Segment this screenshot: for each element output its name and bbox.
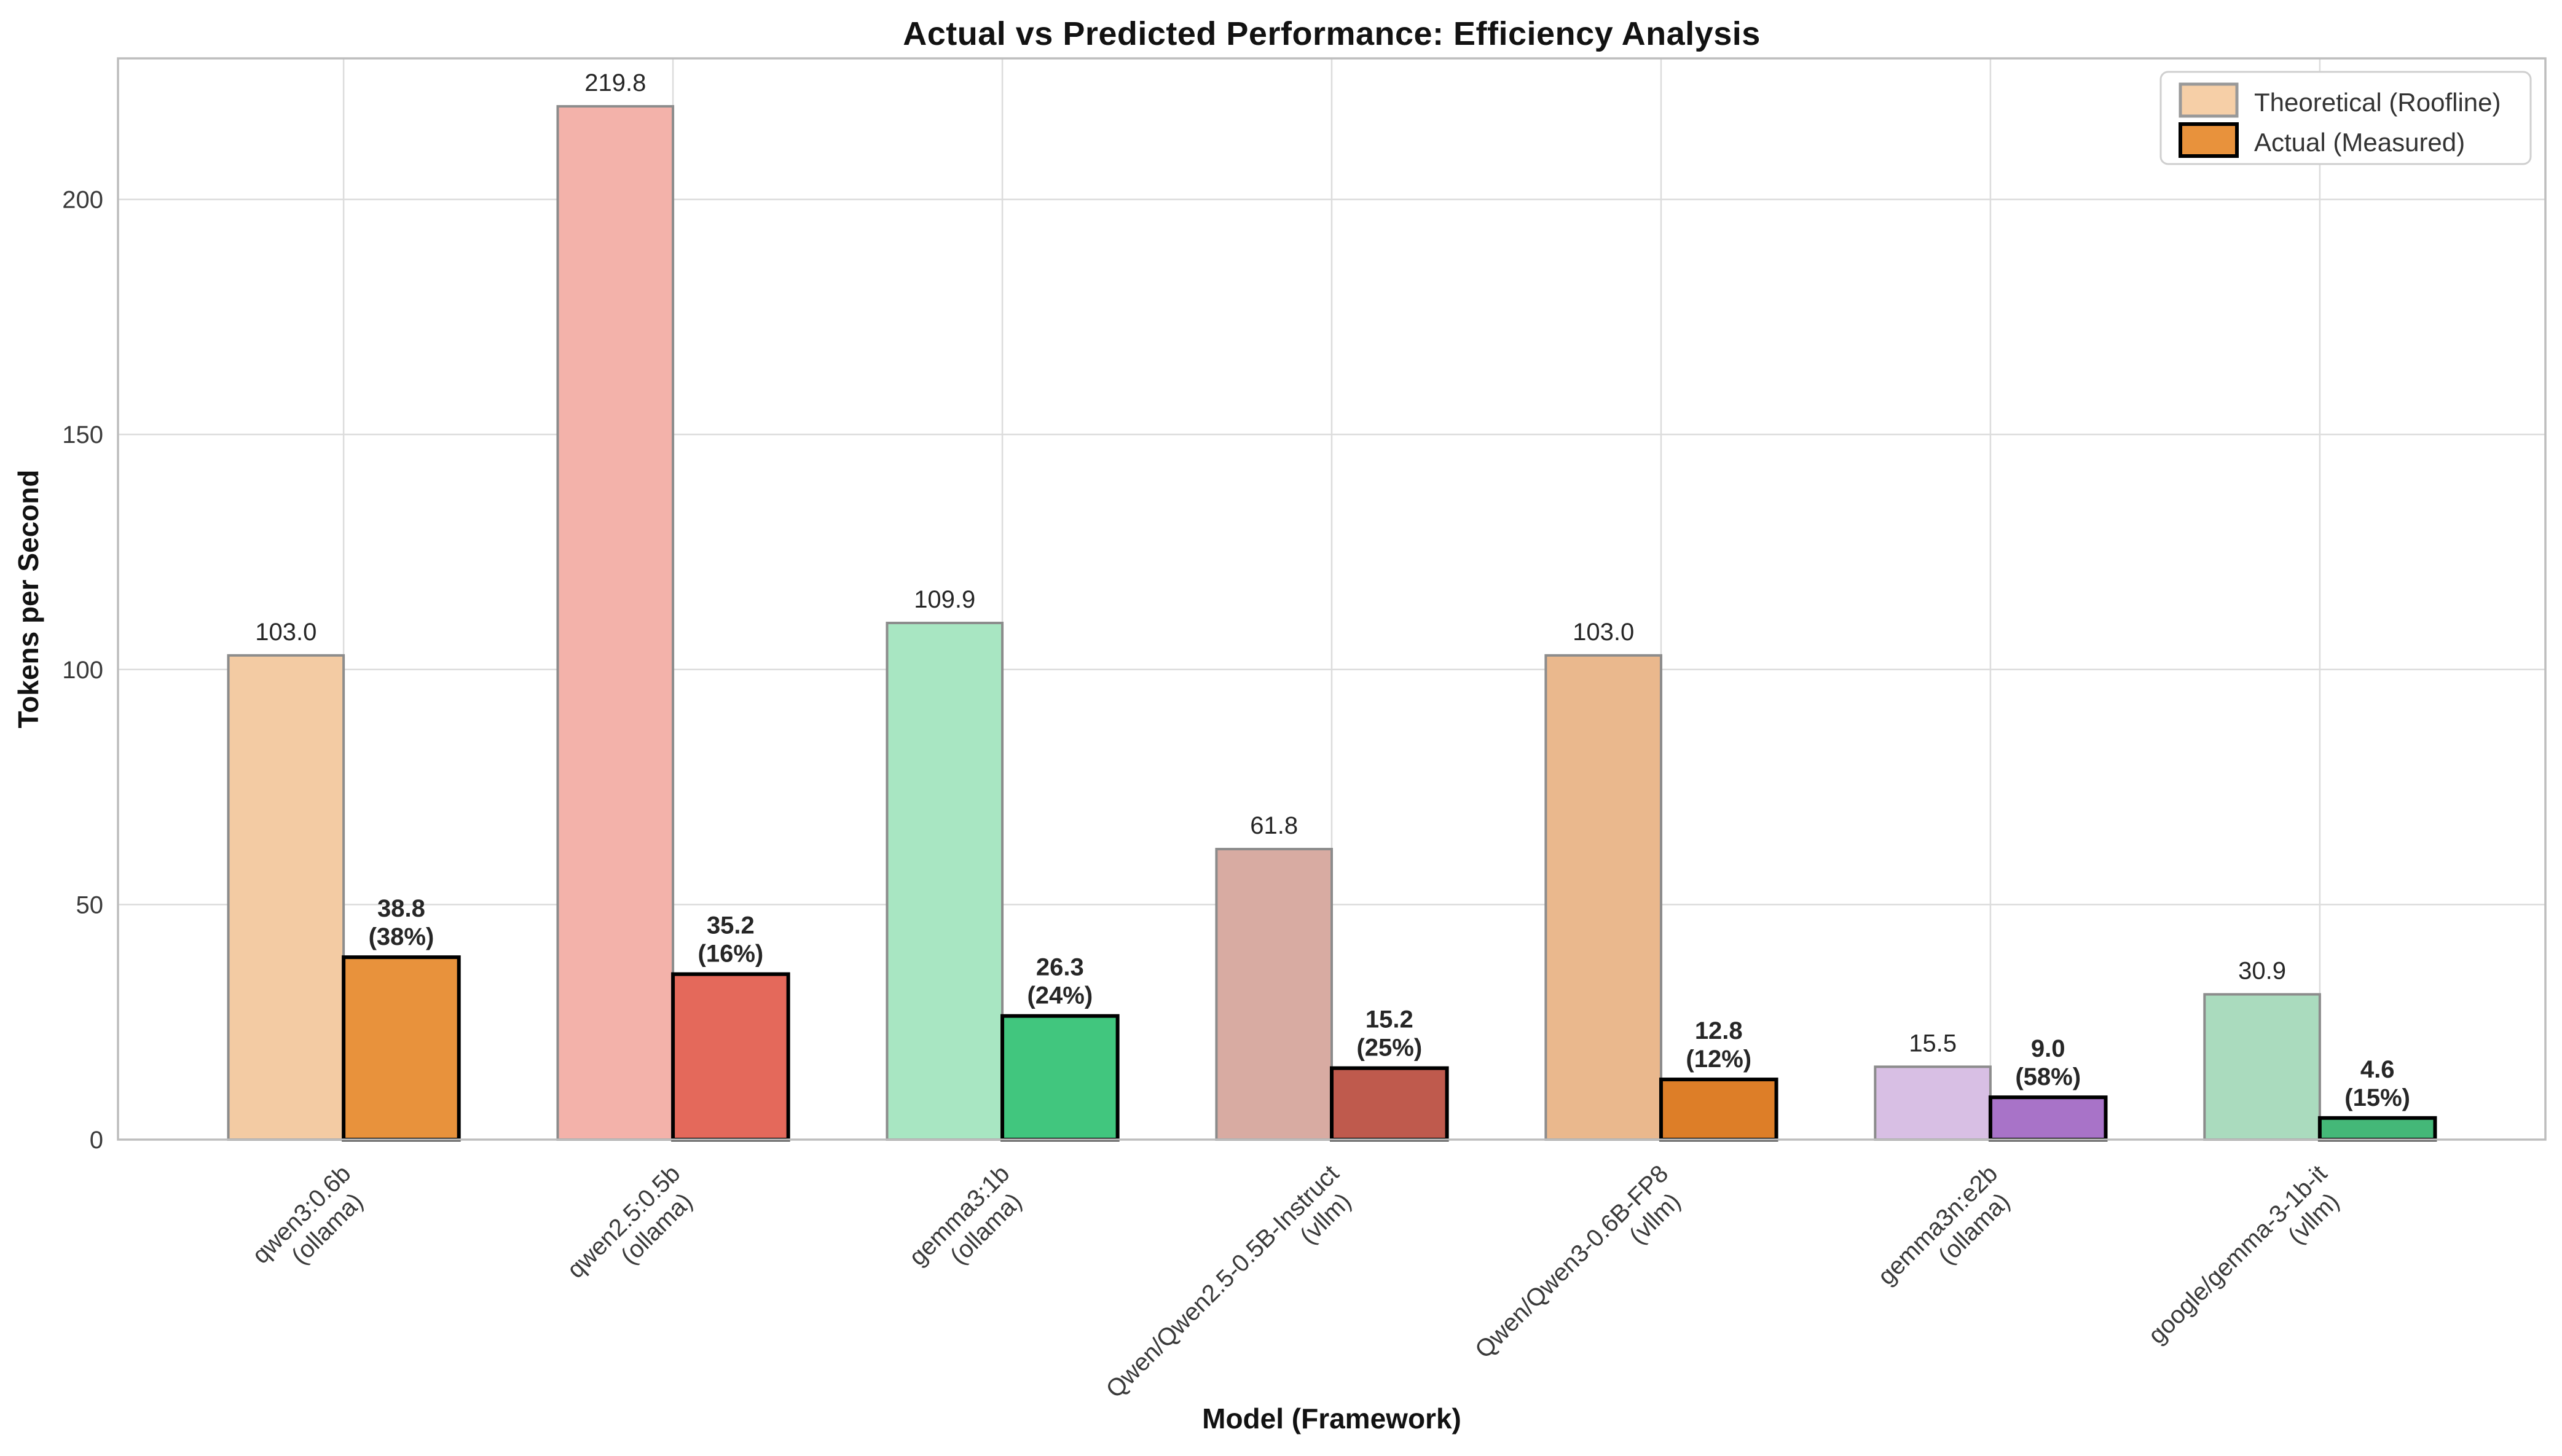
x-tick-label: Qwen/Qwen3-0.6B-FP8(vllm)	[1470, 1160, 1694, 1384]
x-tick-label: qwen2.5:0.5b(ollama)	[562, 1160, 705, 1303]
theoretical-bar	[227, 654, 345, 1141]
x-tick-label: qwen3:0.6b(ollama)	[247, 1160, 376, 1289]
actual-bar	[2317, 1116, 2437, 1142]
actual-bar	[1000, 1014, 1120, 1141]
actual-value-label: 12.8	[1695, 1017, 1743, 1044]
theoretical-bar	[1544, 654, 1662, 1141]
svg-text:google/gemma-3-1b-it(vllm): google/gemma-3-1b-it(vllm)	[2143, 1160, 2352, 1369]
x-tick-label: gemma3:1b(ollama)	[904, 1160, 1035, 1291]
legend-box	[2159, 71, 2532, 165]
theoretical-value-label: 30.9	[2238, 958, 2286, 985]
actual-value-label: 4.6	[2360, 1056, 2395, 1083]
y-tick-label: 150	[62, 421, 103, 448]
actual-pct-label: (25%)	[1356, 1035, 1422, 1062]
actual-pct-label: (16%)	[698, 941, 764, 968]
y-tick-label: 50	[76, 891, 104, 918]
actual-pct-label: (38%)	[369, 923, 434, 950]
legend-swatch-actual	[2179, 122, 2239, 158]
actual-bar	[1330, 1066, 1449, 1142]
legend-label-actual: Actual (Measured)	[2254, 128, 2465, 157]
theoretical-bar	[556, 105, 675, 1141]
chart-title: Actual vs Predicted Performance: Efficie…	[903, 15, 1761, 52]
y-tick-label: 200	[62, 187, 103, 214]
legend-label-theoretical: Theoretical (Roofline)	[2254, 88, 2501, 117]
theoretical-value-label: 219.8	[584, 69, 646, 96]
theoretical-bar	[1874, 1065, 1992, 1141]
actual-value-label: 35.2	[707, 912, 755, 939]
svg-text:Qwen/Qwen2.5-0.5B-Instruct(vll: Qwen/Qwen2.5-0.5B-Instruct(vllm)	[1101, 1160, 1364, 1423]
actual-bar	[342, 955, 461, 1142]
theoretical-value-label: 109.9	[914, 586, 975, 613]
theoretical-bar	[886, 622, 1004, 1141]
actual-bar	[1659, 1078, 1778, 1141]
theoretical-bar	[2203, 993, 2321, 1141]
actual-value-label: 15.2	[1365, 1006, 1413, 1033]
theoretical-value-label: 15.5	[1909, 1030, 1957, 1057]
actual-pct-label: (58%)	[2015, 1063, 2081, 1090]
actual-value-label: 26.3	[1036, 954, 1084, 981]
actual-pct-label: (12%)	[1686, 1046, 1751, 1073]
theoretical-value-label: 61.8	[1250, 812, 1298, 839]
x-tick-label: gemma3n:e2b(ollama)	[1872, 1160, 2022, 1310]
legend-swatch-theoretical	[2179, 82, 2239, 118]
svg-text:gemma3:1b(ollama): gemma3:1b(ollama)	[904, 1160, 1035, 1291]
actual-value-label: 9.0	[2031, 1035, 2065, 1062]
actual-value-label: 38.8	[377, 895, 425, 922]
svg-text:gemma3n:e2b(ollama): gemma3n:e2b(ollama)	[1872, 1160, 2022, 1310]
svg-text:qwen3:0.6b(ollama): qwen3:0.6b(ollama)	[247, 1160, 376, 1289]
svg-text:Qwen/Qwen3-0.6B-FP8(vllm): Qwen/Qwen3-0.6B-FP8(vllm)	[1470, 1160, 1694, 1384]
x-axis-label: Model (Framework)	[1202, 1403, 1461, 1434]
theoretical-value-label: 103.0	[255, 619, 316, 646]
actual-pct-label: (24%)	[1027, 982, 1093, 1009]
plot-frame	[117, 57, 2547, 1141]
actual-bar	[1988, 1095, 2108, 1142]
theoretical-bar	[1215, 848, 1333, 1141]
actual-pct-label: (15%)	[2344, 1084, 2410, 1111]
x-tick-label: google/gemma-3-1b-it(vllm)	[2143, 1160, 2352, 1369]
x-tick-label: Qwen/Qwen2.5-0.5B-Instruct(vllm)	[1101, 1160, 1364, 1423]
svg-text:qwen2.5:0.5b(ollama): qwen2.5:0.5b(ollama)	[562, 1160, 705, 1303]
actual-bar	[671, 972, 790, 1141]
y-tick-label: 0	[90, 1127, 103, 1154]
y-tick-label: 100	[62, 657, 103, 684]
theoretical-value-label: 103.0	[1573, 619, 1634, 646]
